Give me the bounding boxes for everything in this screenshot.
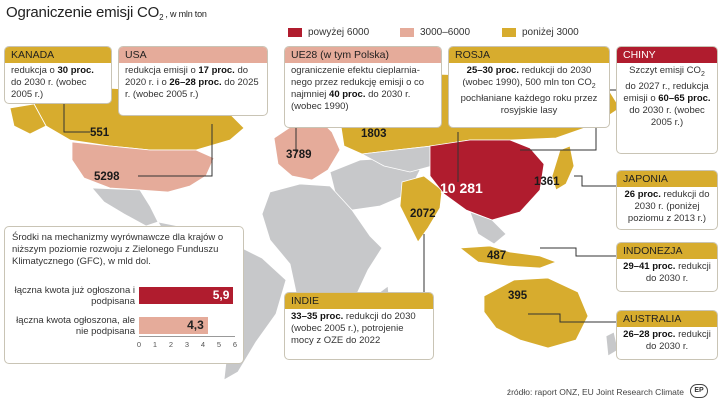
box-chiny: CHINY Szczyt emisji CO2 do 2027 r., redu… — [616, 46, 718, 154]
box-indie-text: 33–35 proc. redukcji do 2030 (wobec 2005… — [291, 311, 416, 346]
box-chiny-header: CHINY — [617, 47, 717, 63]
box-indie: INDIE 33–35 proc. redukcji do 2030 (wobe… — [284, 292, 434, 360]
gcf-tick-label: 3 — [184, 340, 190, 349]
gcf-intro: Środki na mechanizmy wyrównawcze dla kra… — [12, 232, 224, 267]
value-australia: 395 — [508, 290, 528, 302]
box-kanada-text: redukcja o 30 proc. do 2030 r. (wobec 20… — [11, 65, 94, 100]
box-usa-header: USA — [119, 47, 267, 63]
legend-item-low: poniżej 3000 — [502, 27, 579, 38]
value-indie: 2072 — [410, 208, 436, 220]
box-kanada: KANADA redukcja o 30 proc. do 2030 r. (w… — [4, 46, 112, 104]
mexico-shape — [91, 187, 159, 227]
box-rosja: ROSJA 25–30 proc. redukcji do 2030 (wobe… — [448, 46, 610, 128]
box-australia-text: 26–28 proc. redukcji do 2030 r. — [623, 329, 711, 352]
gcf-bar-unsigned: 4,3 — [139, 317, 208, 334]
box-indonezja-header: INDONEZJA — [617, 243, 717, 259]
box-indie-header: INDIE — [285, 293, 433, 309]
value-kanada: 551 — [90, 127, 110, 139]
alaska-shape — [9, 103, 47, 135]
gcf-bar-label-1: łączna kwota już ogłoszona i podpisana — [14, 285, 135, 307]
gcf-bar-value-2: 4,3 — [187, 318, 204, 332]
box-kanada-header: KANADA — [5, 47, 111, 63]
box-ue-header: UE28 (w tym Polska) — [285, 47, 441, 63]
japan-shape — [551, 145, 575, 191]
value-rosja: 1803 — [361, 128, 387, 140]
gcf-axis — [139, 336, 235, 337]
box-usa-text: redukcja emisji o 17 proc. do 2020 r. i … — [125, 65, 259, 100]
box-japonia-text: 26 proc. redukcji do 2030 r. (poniżej po… — [624, 189, 710, 224]
gcf-tick-label: 4 — [200, 340, 206, 349]
value-japonia: 1361 — [534, 176, 560, 188]
legend-item-high: powyżej 6000 — [288, 27, 369, 38]
box-indonezja: INDONEZJA 29–41 proc. redukcji do 2030 r… — [616, 242, 718, 292]
gcf-tick-label: 6 — [232, 340, 238, 349]
se-asia-shape — [469, 211, 507, 245]
value-usa: 5298 — [94, 171, 120, 183]
box-japonia-header: JAPONIA — [617, 171, 717, 187]
gcf-tick-label: 5 — [216, 340, 222, 349]
box-australia: AUSTRALIA 26–28 proc. redukcji do 2030 r… — [616, 310, 718, 360]
box-japonia: JAPONIA 26 proc. redukcji do 2030 r. (po… — [616, 170, 718, 230]
gcf-bar-label-2: łączna kwota ogłoszona, ale nie podpisan… — [16, 315, 135, 337]
source-note: źródło: raport ONZ, EU Joint Research Cl… — [506, 387, 684, 397]
box-rosja-header: ROSJA — [449, 47, 609, 63]
gcf-tick-label: 2 — [168, 340, 174, 349]
legend-item-mid: 3000–6000 — [400, 27, 470, 38]
gcf-tick-label: 1 — [152, 340, 158, 349]
gcf-bar-value-1: 5,9 — [212, 288, 230, 302]
legend-swatch-low — [502, 28, 516, 37]
page-title: Ograniczenie emisji CO2, w mln ton — [6, 4, 207, 22]
publisher-logo: EP — [690, 384, 708, 398]
gcf-tick-label: 0 — [136, 340, 142, 349]
box-ue: UE28 (w tym Polska) ograniczenie efektu … — [284, 46, 442, 128]
gcf-bar-signed: 5,9 — [139, 287, 234, 304]
value-ue: 3789 — [286, 149, 312, 161]
legend-swatch-high — [288, 28, 302, 37]
value-indonezja: 487 — [487, 250, 507, 262]
box-ue-text: ograniczenie efektu cieplarnia-nego prze… — [291, 65, 425, 112]
australia-shape — [483, 277, 589, 349]
box-australia-header: AUSTRALIA — [617, 311, 717, 327]
box-rosja-text: 25–30 proc. redukcji do 2030 (wobec 1990… — [460, 65, 598, 116]
usa-shape — [71, 141, 215, 193]
box-chiny-text: Szczyt emisji CO2 do 2027 r., redukcja e… — [623, 65, 711, 128]
box-usa: USA redukcja emisji o 17 proc. do 2020 r… — [118, 46, 268, 116]
india-shape — [399, 175, 443, 243]
legend-swatch-mid — [400, 28, 414, 37]
indonesia-shape — [458, 245, 558, 269]
box-indonezja-text: 29–41 proc. redukcji do 2030 r. — [623, 261, 711, 284]
value-chiny: 10 281 — [440, 180, 483, 196]
gcf-panel: Środki na mechanizmy wyrównawcze dla kra… — [4, 226, 244, 364]
